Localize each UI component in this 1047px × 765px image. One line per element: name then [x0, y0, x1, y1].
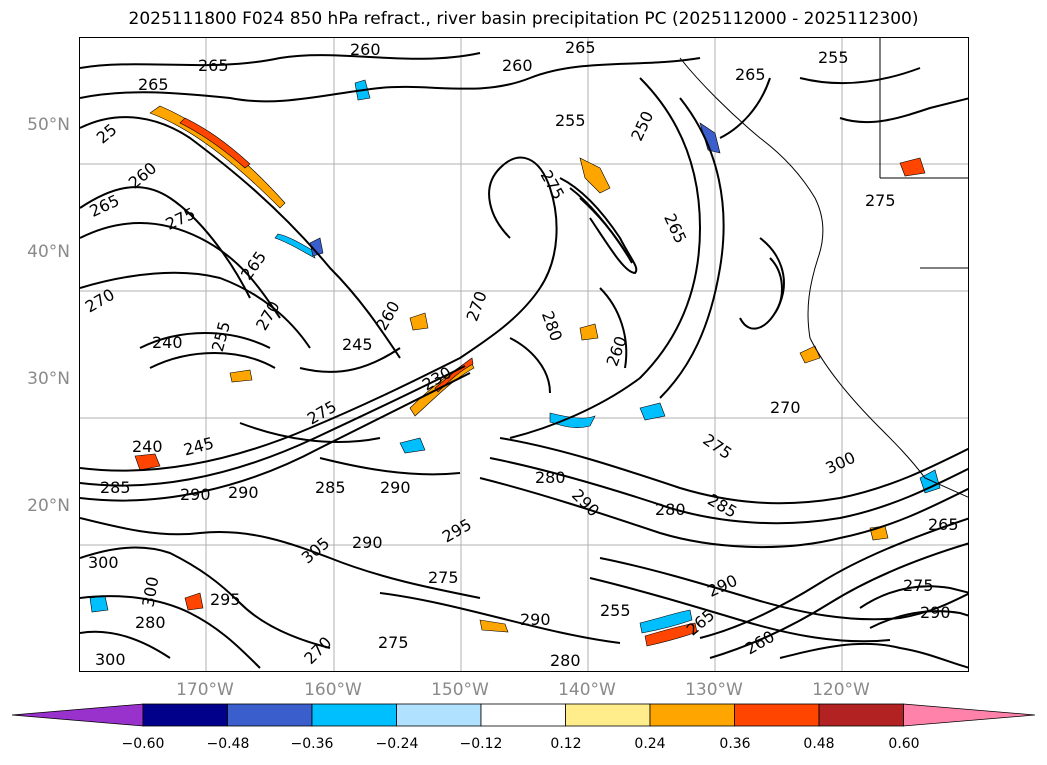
- contour-label: 270: [462, 289, 490, 324]
- colorbar-extend-right: [903, 703, 1036, 727]
- colorbar-tick: −0.48: [206, 736, 250, 752]
- colorbar-tick: 0.24: [634, 736, 666, 752]
- colorbar-segment: [396, 703, 482, 727]
- contour-label: 290: [920, 603, 951, 622]
- contour-label: 260: [350, 40, 381, 59]
- contour-label: 240: [132, 437, 163, 456]
- contour-label: 275: [537, 167, 569, 203]
- colorbar-tick: 0.36: [719, 736, 751, 752]
- lon-label-130w: 130°W: [685, 680, 743, 700]
- contour-label: 255: [818, 48, 849, 67]
- refractivity-contours: [80, 52, 968, 669]
- lat-label-50n: 50°N: [27, 115, 70, 135]
- contour-label: 305: [298, 533, 334, 567]
- colorbar-tick: 0.12: [550, 736, 582, 752]
- contour-label: 290: [180, 485, 211, 504]
- contour-label: 265: [138, 75, 169, 94]
- lon-label-150w: 150°W: [431, 680, 489, 700]
- colorbar-segment: [818, 703, 904, 727]
- map-panel: 265 265 260 265 260 255 250 265 255 25 2…: [79, 37, 969, 672]
- contour-label: 265: [87, 191, 123, 221]
- colorbar-segment: [734, 703, 820, 727]
- contour-label: 255: [600, 601, 631, 620]
- contour-label: 290: [568, 485, 603, 520]
- contour-label: 260: [742, 627, 778, 659]
- contour-label: 265: [928, 515, 959, 534]
- contour-label: 290: [705, 571, 741, 601]
- colorbar-segment: [649, 703, 735, 727]
- contour-label: 250: [627, 108, 657, 144]
- lat-label-20n: 20°N: [27, 496, 70, 516]
- contour-label: 295: [210, 590, 241, 609]
- contour-label: 285: [100, 478, 131, 497]
- contour-label: 300: [88, 553, 119, 572]
- contour-label: 275: [700, 430, 736, 463]
- contour-label: 270: [82, 285, 118, 317]
- lon-label-160w: 160°W: [304, 680, 362, 700]
- contour-label: 245: [342, 335, 373, 354]
- colorbar-tick: 0.48: [803, 736, 835, 752]
- map-title: 2025111800 F024 850 hPa refract., river …: [128, 9, 919, 29]
- contour-label: 265: [660, 211, 690, 247]
- lat-label-30n: 30°N: [27, 369, 70, 389]
- contour-label: 255: [555, 111, 586, 130]
- colorbar-tick: −0.12: [459, 736, 503, 752]
- contour-label: 280: [538, 308, 566, 343]
- contour-label: 240: [152, 333, 183, 352]
- map-canvas: 265 265 260 265 260 255 250 265 255 25 2…: [80, 38, 968, 671]
- contour-label: 245: [181, 433, 215, 459]
- colorbar-segment: [311, 703, 397, 727]
- coastline: [679, 38, 968, 498]
- contour-label: 260: [502, 56, 533, 75]
- lat-label-40n: 40°N: [27, 242, 70, 262]
- graticule: [80, 38, 968, 671]
- contour-label: 275: [378, 633, 409, 652]
- colorbar-tick: −0.24: [375, 736, 419, 752]
- contour-label: 290: [380, 478, 411, 497]
- lon-label-170w: 170°W: [176, 680, 234, 700]
- contour-label: 265: [198, 56, 229, 75]
- colorbar-segment: [480, 703, 566, 727]
- colorbar-segment: [227, 703, 313, 727]
- contour-label: 295: [439, 515, 475, 547]
- lon-label-120w: 120°W: [812, 680, 870, 700]
- contour-label: 270: [770, 398, 801, 417]
- contour-label: 280: [655, 500, 686, 519]
- precip-fill-patches: [89, 79, 941, 647]
- colorbar: [11, 703, 1036, 727]
- contour-label: 275: [903, 576, 934, 595]
- contour-label: 290: [228, 483, 259, 502]
- contour-label: 275: [865, 191, 896, 210]
- contour-label: 300: [138, 575, 162, 608]
- contour-label: 285: [315, 478, 346, 497]
- contour-label: 270: [300, 633, 335, 668]
- colorbar-segment: [565, 703, 651, 727]
- contour-label: 300: [823, 448, 859, 478]
- contour-label: 275: [428, 568, 459, 587]
- lon-label-140w: 140°W: [558, 680, 616, 700]
- contour-label: 265: [565, 38, 596, 57]
- colorbar-tick: −0.36: [290, 736, 334, 752]
- colorbar-tick: 0.60: [888, 736, 920, 752]
- contour-label: 265: [735, 65, 766, 84]
- contour-label: 25: [93, 120, 121, 148]
- contour-label: 280: [550, 651, 581, 670]
- contour-label: 280: [135, 613, 166, 632]
- contour-label: 300: [95, 650, 126, 669]
- colorbar-tick: −0.60: [121, 736, 165, 752]
- contour-label: 255: [208, 319, 234, 353]
- contour-label: 290: [352, 533, 383, 552]
- contour-label: 280: [535, 468, 566, 487]
- colorbar-extend-left: [11, 703, 144, 727]
- contour-label: 290: [520, 610, 551, 629]
- colorbar-segment: [142, 703, 228, 727]
- contour-label: 265: [237, 248, 270, 284]
- contour-label: 260: [372, 298, 404, 334]
